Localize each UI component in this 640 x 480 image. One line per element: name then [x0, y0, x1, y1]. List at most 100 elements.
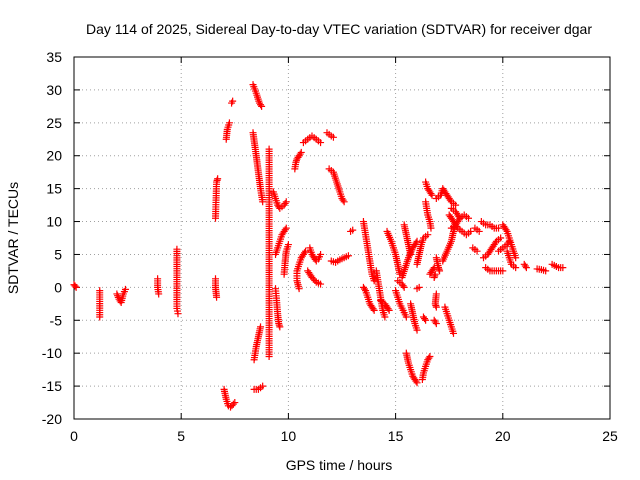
data-point	[297, 148, 305, 156]
x-tick-label: 20	[495, 428, 511, 444]
grid-lines	[74, 57, 610, 419]
data-point	[512, 264, 520, 272]
data-point	[296, 150, 304, 158]
data-point	[412, 239, 420, 247]
data-point	[231, 399, 239, 407]
data-point	[384, 305, 392, 313]
data-point	[431, 318, 439, 326]
data-point	[381, 313, 389, 321]
axis-ticks: 0 5 10 15 20 25 -20 -15 -10 -5 0 5 10 15 20 25 30 35	[42, 49, 618, 444]
data-point	[432, 303, 440, 311]
data-point	[214, 175, 222, 183]
data-point	[421, 315, 429, 323]
data-point	[415, 283, 423, 291]
x-axis-label: GPS time / hours	[286, 457, 393, 473]
x-tick-label: 15	[388, 428, 404, 444]
y-tick-label: -20	[42, 411, 62, 427]
data-point	[452, 201, 460, 209]
data-point	[225, 119, 233, 127]
y-tick-label: 10	[46, 214, 62, 230]
data-point	[257, 323, 265, 331]
data-point	[512, 254, 520, 262]
data-point	[344, 252, 352, 260]
data-point	[311, 277, 319, 285]
data-point	[361, 285, 369, 293]
data-point	[436, 267, 444, 275]
y-tick-label: 15	[46, 181, 62, 197]
chart-title: Day 114 of 2025, Sidereal Day-to-day VTE…	[86, 21, 592, 37]
data-point	[399, 282, 407, 290]
data-point	[317, 139, 325, 147]
data-point	[317, 250, 325, 258]
data-point	[427, 190, 435, 198]
data-point	[449, 329, 457, 337]
y-tick-label: 5	[54, 246, 62, 262]
data-point	[400, 283, 408, 291]
data-point	[258, 102, 266, 110]
data-point	[259, 382, 267, 390]
data-point	[502, 226, 510, 234]
data-point	[428, 191, 436, 199]
data-point	[72, 283, 80, 291]
data-point	[542, 267, 550, 275]
x-tick-label: 5	[177, 428, 185, 444]
data-point	[522, 264, 530, 272]
data-point	[282, 224, 290, 232]
data-point	[456, 214, 464, 222]
data-point	[257, 101, 265, 109]
data-point	[425, 354, 433, 362]
data-point	[213, 293, 221, 301]
data-point	[284, 241, 292, 249]
y-tick-label: 0	[54, 279, 62, 295]
data-point	[497, 234, 505, 242]
data-point	[259, 198, 267, 206]
data-points	[70, 81, 567, 411]
data-point	[276, 323, 284, 331]
x-tick-label: 0	[70, 428, 78, 444]
y-tick-label: -15	[42, 378, 62, 394]
data-point	[121, 285, 129, 293]
data-point	[302, 247, 310, 255]
y-tick-label: 25	[46, 115, 62, 131]
data-point	[412, 377, 420, 385]
data-point	[300, 249, 308, 257]
data-point	[317, 280, 325, 288]
data-point	[385, 306, 393, 314]
y-axis-label: SDTVAR / TECUs	[5, 182, 21, 294]
data-point	[282, 198, 290, 206]
data-point	[329, 133, 337, 141]
y-tick-label: -5	[50, 312, 63, 328]
x-tick-label: 10	[281, 428, 297, 444]
data-point	[422, 316, 430, 324]
data-point	[349, 226, 357, 234]
data-point	[370, 277, 378, 285]
data-point	[455, 213, 463, 221]
data-point	[155, 290, 163, 298]
data-point	[429, 265, 437, 273]
data-point	[559, 264, 567, 272]
data-point	[229, 400, 237, 408]
data-point	[413, 326, 421, 334]
y-tick-label: 35	[46, 49, 62, 65]
y-tick-label: -10	[42, 345, 62, 361]
data-point	[370, 306, 378, 314]
x-tick-label: 25	[602, 428, 618, 444]
data-point	[427, 224, 435, 232]
data-point	[402, 313, 410, 321]
data-point	[413, 379, 421, 387]
data-point	[432, 320, 440, 328]
plot-frame	[73, 56, 611, 420]
data-point	[446, 196, 454, 204]
data-point	[475, 227, 483, 235]
data-point	[473, 247, 481, 255]
data-point	[426, 352, 434, 360]
data-point	[265, 352, 273, 360]
data-point	[96, 313, 104, 321]
data-point	[424, 231, 432, 239]
data-point	[431, 270, 439, 278]
data-point	[174, 310, 182, 318]
y-tick-label: 30	[46, 82, 62, 98]
data-point	[495, 224, 503, 232]
data-point	[407, 250, 415, 258]
